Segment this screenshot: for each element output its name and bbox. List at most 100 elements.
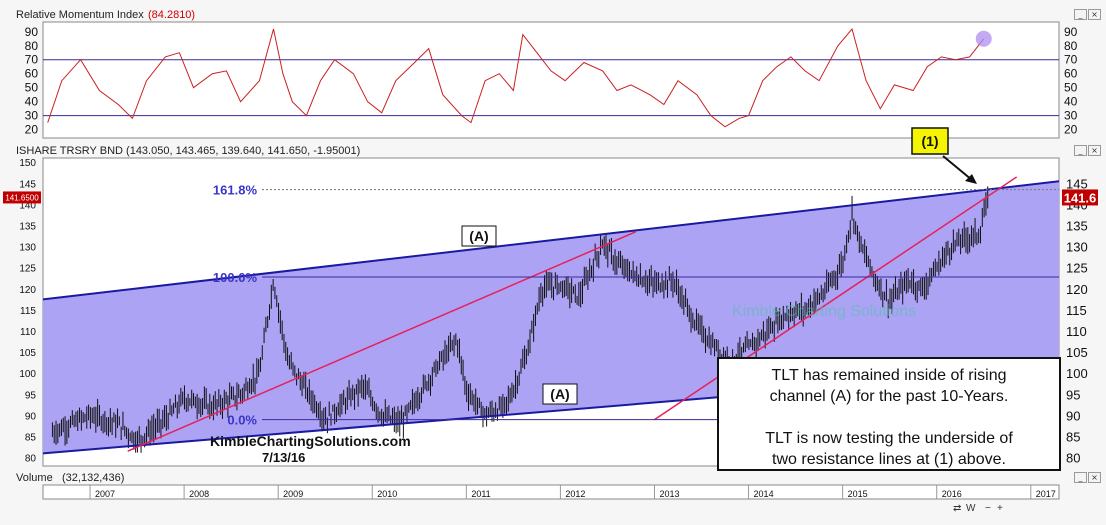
trend-line — [654, 176, 1018, 421]
price-minimize-button[interactable]: _ — [1074, 145, 1087, 156]
rmi-tick-left-label: 50 — [25, 81, 39, 95]
watermark: Kimble Charting Solutions — [732, 303, 916, 320]
price-tick-left-label: 110 — [20, 327, 36, 338]
rmi-minimize-button[interactable]: _ — [1074, 9, 1087, 20]
volume-value: (32,132,436) — [62, 472, 124, 484]
price-tick-left-label: 125 — [19, 264, 36, 275]
rmi-close-button[interactable]: × — [1088, 9, 1101, 20]
price-tick-left-label: 115 — [20, 306, 36, 317]
rmi-highlight-marker — [975, 30, 992, 47]
rmi-panel — [42, 21, 1060, 139]
last-price-right-label: 141.6 — [1064, 190, 1097, 205]
price-tick-left-label: 105 — [19, 348, 36, 359]
price-tick-left-label: 135 — [19, 222, 36, 233]
price-tick-left-label: 95 — [25, 390, 37, 401]
annotation-line: TLT is now testing the underside of — [765, 430, 1013, 447]
price-close-button[interactable]: × — [1088, 145, 1101, 156]
price-tick-left-label: 120 — [19, 285, 36, 296]
channel-upper-line — [43, 180, 1059, 301]
last-price-left-label: 141.6500 — [5, 193, 39, 202]
rmi-tick-right-label: 80 — [1064, 39, 1078, 53]
rmi-title: Relative Momentum Index — [16, 9, 144, 21]
channel-label-text: (A) — [550, 386, 569, 402]
year-label: 2017 — [1036, 489, 1056, 499]
zoom-in-button[interactable]: + — [997, 503, 1003, 514]
x-axis: 2007 2008 2009 2010 2011 2012 2013 2014 2015 2016… — [43, 485, 1059, 500]
year-label: 2010 — [377, 489, 397, 499]
price-tick-right-label: 130 — [1066, 240, 1088, 255]
price-tick-right-label: 135 — [1066, 219, 1088, 234]
sync-icon[interactable]: ⇄ — [953, 503, 962, 514]
year-label: 2009 — [283, 489, 303, 499]
year-label: 2008 — [189, 489, 209, 499]
period-w-button[interactable]: W — [966, 503, 976, 514]
price-tick-left-label: 145 — [19, 179, 36, 190]
price-tick-right-label: 120 — [1066, 282, 1088, 297]
volume-minimize-button[interactable]: _ — [1074, 472, 1087, 483]
last-price-tag-right — [1062, 189, 1098, 206]
rmi-line — [47, 27, 985, 128]
callout-box — [911, 127, 949, 155]
annotation-line: two resistance lines at (1) above. — [772, 451, 1006, 468]
rmi-tick-left-label: 40 — [25, 95, 39, 109]
volume-title: Volume — [16, 472, 53, 484]
callout-1: (1) — [911, 127, 977, 184]
year-label: 2013 — [659, 489, 679, 499]
price-tick-right-label: 105 — [1066, 345, 1088, 360]
price-tick-right-label: 85 — [1066, 429, 1080, 444]
credit-text: KimbleChartingSolutions.com — [210, 433, 411, 449]
annotation-line: TLT has remained inside of rising — [771, 367, 1006, 384]
volume-close-button[interactable]: × — [1088, 472, 1101, 483]
price-tick-right-label: 80 — [1066, 451, 1080, 466]
channel-label-text: (A) — [469, 228, 488, 244]
rmi-tick-right-label: 90 — [1064, 25, 1078, 39]
year-label: 2015 — [848, 489, 868, 499]
year-label: 2011 — [471, 489, 490, 499]
channel-label-rect — [542, 383, 578, 405]
rmi-value: (84.2810) — [148, 9, 195, 21]
channel-label-rect — [461, 225, 497, 247]
fib-level-label: 100.0% — [213, 270, 258, 285]
date-text: 7/13/16 — [262, 450, 305, 465]
rmi-tick-right-label: 70 — [1064, 53, 1078, 67]
rmi-tick-right-label: 40 — [1064, 95, 1078, 109]
callout-arrowhead — [965, 174, 977, 184]
rmi-tick-right-label: 60 — [1064, 67, 1078, 81]
rmi-tick-left-label: 80 — [25, 39, 39, 53]
price-tick-right-label: 145 — [1066, 176, 1088, 191]
price-layer: 161.8% 100.0% 0.0% Kimble Charting Solution… — [3, 127, 1098, 471]
price-tick-left-label: 140 — [19, 200, 36, 211]
price-tick-right-label: 125 — [1066, 261, 1088, 276]
channel-label-box: (A) — [461, 225, 497, 247]
annotation-box: TLT has remained inside of rising channel… — [717, 357, 1061, 471]
price-tick-right-label: 95 — [1066, 387, 1080, 402]
price-tick-right-label: 115 — [1066, 303, 1087, 318]
zoom-out-button[interactable]: − — [985, 503, 991, 514]
price-title: ISHARE TRSRY BND (143.050, 143.465, 139.… — [16, 145, 360, 157]
fib-level-label: 161.8% — [213, 183, 258, 198]
trend-line — [127, 231, 636, 452]
year-label: 2016 — [942, 489, 962, 499]
rmi-tick-right-label: 20 — [1064, 123, 1078, 137]
callout-arrow — [942, 155, 973, 181]
rmi-tick-left-label: 20 — [25, 123, 39, 137]
rmi-tick-left-label: 70 — [25, 53, 39, 67]
callout-label: (1) — [921, 133, 938, 149]
rmi-tick-left-label: 60 — [25, 67, 39, 81]
price-tick-right-label: 100 — [1066, 366, 1088, 381]
rmi-tick-right-label: 30 — [1064, 109, 1078, 123]
price-tick-right-label: 90 — [1066, 408, 1080, 423]
rmi-tick-left-label: 30 — [25, 109, 39, 123]
fib-level-label: 0.0% — [227, 413, 257, 428]
rmi-tick-right-label: 50 — [1064, 81, 1078, 95]
price-tick-left-label: 150 — [19, 158, 36, 169]
last-price-tag-left — [3, 191, 41, 204]
year-label: 2007 — [95, 489, 115, 499]
annotation-line: channel (A) for the past 10-Years. — [770, 388, 1009, 405]
price-tick-left-label: 130 — [19, 243, 36, 254]
price-tick-right-label: 110 — [1066, 324, 1087, 339]
year-label: 2014 — [754, 489, 774, 499]
channel-label-box: (A) — [542, 383, 578, 405]
